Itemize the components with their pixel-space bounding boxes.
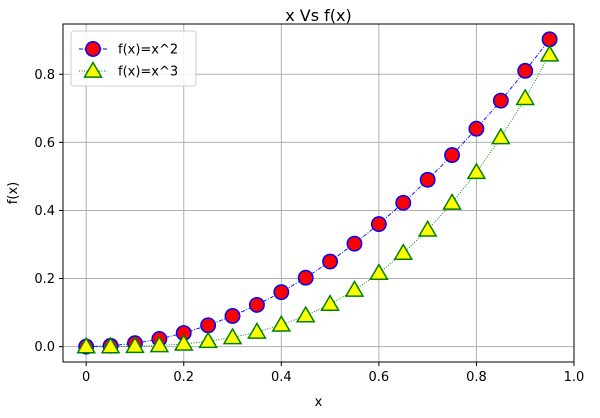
x-tick-label: 0.8 <box>466 370 487 385</box>
x-tick-label: 0.6 <box>369 370 390 385</box>
series-2 <box>76 44 560 354</box>
legend-marker <box>85 41 101 57</box>
data-point-circle <box>492 92 509 109</box>
x-tick-label: 0.4 <box>271 370 292 385</box>
x-axis-label: x <box>315 395 323 410</box>
data-point-triangle <box>149 335 170 353</box>
data-point-triangle <box>344 279 365 297</box>
data-point-circle <box>517 62 534 79</box>
data-point-circle <box>468 120 485 137</box>
data-point-triangle <box>198 331 218 349</box>
data-point-triangle <box>417 219 438 237</box>
data-point-circle <box>419 171 436 188</box>
data-point-triangle <box>295 305 316 323</box>
data-point-circle <box>297 269 314 286</box>
data-point-triangle <box>515 88 536 106</box>
data-point-circle <box>248 296 265 313</box>
x-tick-label: 0.2 <box>173 370 194 385</box>
y-tick-label: 0.6 <box>34 136 55 151</box>
data-point-triangle <box>173 333 194 351</box>
data-point-triangle <box>320 294 340 311</box>
plot-series <box>76 31 560 355</box>
x-tick-label: 0 <box>82 370 90 385</box>
legend: f(x)=x^2 f(x)=x^3 <box>70 30 197 87</box>
legend-box <box>70 30 197 87</box>
data-point-triangle <box>539 44 560 62</box>
data-point-circle <box>541 31 558 48</box>
data-point-triangle <box>100 336 121 354</box>
data-point-circle <box>444 147 460 164</box>
data-point-triangle <box>466 162 487 180</box>
data-point-circle <box>322 253 339 270</box>
data-point-circle <box>200 317 217 334</box>
data-point-triangle <box>369 263 389 280</box>
data-point-circle <box>370 216 387 233</box>
data-point-triangle <box>76 336 96 354</box>
y-tick-label: 0.8 <box>34 68 55 83</box>
data-point-circle <box>346 235 363 252</box>
data-point-circle <box>224 308 241 324</box>
y-tick-label: 0.4 <box>34 204 55 219</box>
data-point-triangle <box>491 127 511 145</box>
data-point-triangle <box>247 322 267 339</box>
y-tick-label: 0.2 <box>34 272 55 287</box>
y-axis-label: f(x) <box>6 182 21 204</box>
data-point-triangle <box>442 193 462 210</box>
data-point-circle <box>395 194 412 211</box>
data-point-triangle <box>393 243 414 261</box>
legend-marker <box>83 61 103 78</box>
x-tick-label: 1.0 <box>564 370 585 385</box>
legend-label: f(x)=x^2 <box>118 43 178 58</box>
chart-title: x Vs f(x) <box>285 6 352 25</box>
data-point-circle <box>273 284 290 301</box>
plot-area-frame <box>62 23 575 363</box>
y-tick-label: 0.0 <box>34 340 55 355</box>
data-point-triangle <box>125 336 145 354</box>
series-line <box>86 54 551 348</box>
axis-ticks: 0 0.2 0.4 0.6 0.8 1.0 0.0 0.2 0.4 0.6 0.8 <box>34 68 584 385</box>
data-point-triangle <box>271 314 292 332</box>
legend-label: f(x)=x^3 <box>118 65 178 80</box>
data-point-triangle <box>222 327 243 345</box>
